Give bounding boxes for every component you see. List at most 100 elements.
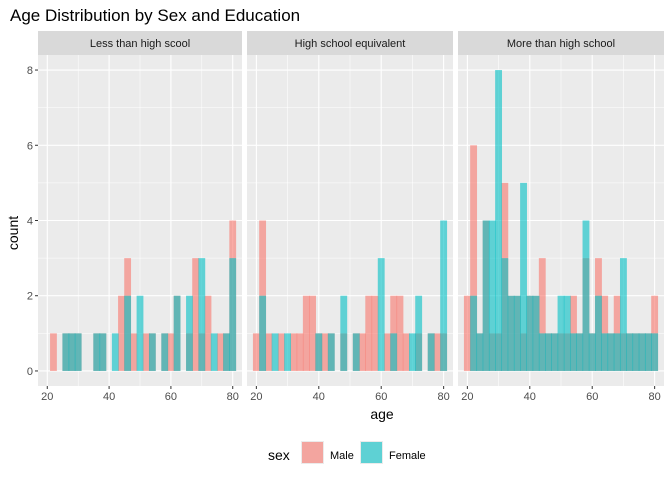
histogram-bar-male: [290, 333, 298, 371]
histogram-bar-female: [595, 295, 602, 371]
histogram-bar-female: [315, 333, 323, 371]
facet-strip: [458, 31, 664, 55]
legend-key-female: [361, 442, 382, 463]
histogram-bar-female: [538, 333, 546, 371]
histogram-bar-female: [513, 295, 521, 371]
histogram-bar-female: [526, 295, 534, 371]
histogram-bar-male: [192, 258, 200, 371]
histogram-bar-female: [507, 295, 515, 371]
facet-strip: [247, 31, 453, 55]
histogram-bar-male: [433, 333, 441, 371]
histogram-bar-female: [259, 295, 267, 371]
histogram-bar-female: [501, 258, 509, 371]
histogram-bar-female: [488, 220, 496, 371]
histogram-bar-female: [576, 333, 584, 371]
histogram-bar-male: [265, 333, 273, 371]
facet-strip-label: Less than high scool: [90, 38, 190, 50]
histogram-bar-female: [482, 220, 490, 371]
histogram-bar-female: [619, 258, 627, 371]
histogram-bar-male: [601, 295, 609, 371]
legend-title: sex: [268, 447, 290, 463]
histogram-bar-female: [161, 333, 169, 371]
histogram-bar-male: [390, 295, 398, 371]
facet-panel: Less than high scool 20 40 60 80 0 2 4 6 8: [27, 31, 242, 403]
x-tick-label: 60: [375, 391, 387, 403]
histogram-bar-female: [340, 295, 348, 371]
chart-title: Age Distribution by Sex and Education: [10, 6, 300, 25]
histogram-bar-male: [321, 333, 329, 371]
facet-strip-label: High school equivalent: [295, 38, 406, 50]
histogram-bar-female: [210, 333, 218, 371]
y-tick-label: 8: [27, 65, 33, 77]
histogram-bar-female: [136, 295, 144, 371]
histogram-bar-female: [532, 295, 540, 371]
histogram-bar-male: [167, 333, 175, 371]
histogram-bar-female: [124, 295, 132, 371]
histogram-bar-male: [651, 295, 659, 371]
y-tick-label: 2: [27, 291, 33, 303]
histogram-bar-female: [408, 333, 416, 371]
histogram-bar-male: [130, 333, 138, 371]
histogram-bar-female: [99, 333, 107, 371]
histogram-bar-female: [557, 295, 565, 371]
facet-strip: [38, 31, 242, 55]
histogram-bar-male: [277, 333, 285, 371]
histogram-bar-female: [271, 333, 279, 371]
y-tick-label: 4: [27, 216, 33, 228]
x-tick-label: 20: [41, 391, 53, 403]
histogram-bar-female: [638, 333, 646, 371]
y-tick-label: 6: [27, 140, 33, 152]
histogram-bar-male: [570, 295, 577, 371]
histogram-bar-female: [68, 333, 76, 371]
histogram-bar-female: [644, 333, 652, 371]
histogram-bar-female: [223, 333, 230, 371]
x-axis-title: age: [370, 406, 394, 422]
histogram-bar-female: [651, 333, 659, 371]
histogram-bar-male: [365, 295, 373, 371]
x-tick-label: 40: [103, 391, 115, 403]
histogram-bar-male: [309, 295, 316, 371]
histogram-bar-male: [359, 333, 366, 371]
x-tick-label: 20: [461, 391, 473, 403]
histogram-bar-male: [396, 295, 404, 371]
histogram-bar-female: [427, 333, 435, 371]
histogram-bar-male: [371, 295, 379, 371]
x-tick-label: 60: [586, 391, 598, 403]
histogram-bar-male: [142, 333, 150, 371]
histogram-bar-female: [62, 333, 70, 371]
histogram-bar-female: [601, 333, 609, 371]
histogram-bar-female: [545, 333, 552, 371]
y-axis-title: count: [5, 216, 21, 250]
x-tick-label: 40: [313, 391, 325, 403]
legend-label-female: Female: [389, 450, 426, 462]
histogram-bar-female: [632, 333, 640, 371]
x-tick-label: 60: [165, 391, 177, 403]
histogram-bar-male: [402, 333, 410, 371]
histogram-bar-female: [626, 333, 634, 371]
histogram-bar-female: [93, 333, 101, 371]
series-female: [62, 258, 237, 371]
histogram-bar-female: [390, 333, 398, 371]
histogram-bar-male: [216, 333, 224, 371]
histogram-bar-male: [538, 258, 546, 371]
histogram-bar-female: [198, 258, 206, 371]
histogram-bar-female: [186, 295, 193, 371]
histogram-bar-female: [327, 333, 335, 371]
histogram-bar-female: [74, 333, 82, 371]
histogram-bar-female: [520, 182, 527, 371]
histogram-bar-female: [470, 295, 478, 371]
histogram-bar-female: [588, 333, 596, 371]
histogram-bar-female: [173, 295, 181, 371]
histogram-bar-female: [607, 333, 615, 371]
histogram-bar-male: [302, 295, 310, 371]
histogram-bar-male: [50, 333, 57, 371]
histogram-bar-female: [148, 333, 156, 371]
series-female: [259, 220, 448, 371]
histogram-bar-female: [582, 220, 590, 371]
histogram-bar-male: [252, 333, 260, 371]
histogram-bar-female: [440, 220, 448, 371]
histogram-bar-female: [377, 258, 385, 371]
histogram-bar-female: [415, 295, 423, 371]
histogram-bar-female: [551, 333, 559, 371]
